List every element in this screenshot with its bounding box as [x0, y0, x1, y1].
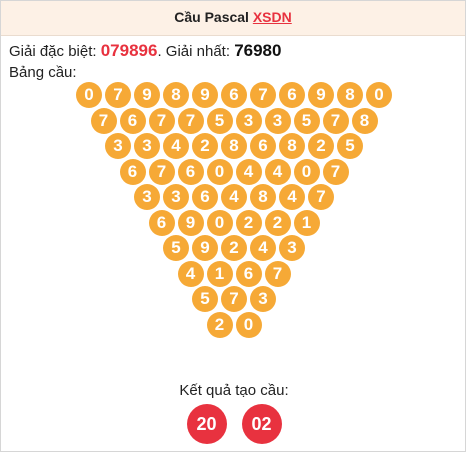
number-ball: 2: [264, 209, 291, 236]
header-title: Cầu Pascal: [174, 9, 249, 25]
number-ball: 7: [177, 107, 204, 134]
number-ball: 4: [250, 235, 276, 261]
number-ball: 4: [221, 184, 247, 210]
number-ball: 7: [322, 158, 349, 185]
table-label: Bảng cầu:: [9, 64, 77, 81]
number-ball: 9: [308, 82, 334, 108]
number-ball: 3: [134, 133, 160, 159]
result-label: Kết quả tạo cầu:: [179, 382, 289, 399]
card-header: Cầu Pascal XSDN: [1, 1, 465, 36]
number-ball: 6: [279, 82, 305, 108]
number-ball: 7: [221, 286, 247, 312]
number-ball: 8: [337, 82, 363, 108]
number-ball: 2: [308, 133, 334, 159]
number-ball: 5: [192, 286, 218, 312]
number-ball: 9: [192, 82, 218, 108]
number-ball: 6: [119, 107, 146, 134]
number-ball: 3: [163, 184, 189, 210]
number-ball: 8: [250, 184, 276, 210]
number-ball: 3: [134, 184, 160, 210]
number-ball: 9: [192, 235, 218, 261]
number-ball: 7: [264, 260, 291, 287]
number-ball: 7: [148, 158, 175, 185]
number-ball: 5: [206, 107, 233, 134]
first-prize-value: 76980: [234, 41, 282, 60]
number-ball: 6: [119, 158, 146, 185]
number-ball: 4: [177, 260, 204, 287]
number-ball: 7: [105, 82, 131, 108]
prize-separator: .: [157, 43, 162, 60]
number-ball: 9: [134, 82, 160, 108]
special-prize-label: Giải đặc biệt:: [9, 43, 97, 60]
number-ball: 2: [235, 209, 262, 236]
number-ball: 7: [148, 107, 175, 134]
number-ball: 5: [337, 133, 363, 159]
number-ball: 2: [192, 133, 218, 159]
number-ball: 0: [206, 158, 233, 185]
number-ball: 0: [366, 82, 392, 108]
number-ball: 6: [250, 133, 276, 159]
number-ball: 0: [206, 209, 233, 236]
number-ball: 3: [105, 133, 131, 159]
special-prize-value: 079896: [100, 41, 158, 60]
first-prize-label: Giải nhất:: [165, 43, 231, 60]
number-ball: 5: [293, 107, 320, 134]
number-ball: 8: [163, 82, 189, 108]
result-ball: 20: [186, 404, 227, 444]
number-ball: 3: [235, 107, 262, 134]
result-balls: 20 02: [1, 404, 466, 444]
number-ball: 6: [148, 209, 175, 236]
number-ball: 7: [322, 107, 349, 134]
number-ball: 0: [235, 311, 262, 338]
number-ball: 4: [279, 184, 305, 210]
number-ball: 5: [163, 235, 189, 261]
number-ball: 9: [177, 209, 204, 236]
number-ball: 4: [163, 133, 189, 159]
number-ball: 4: [235, 158, 262, 185]
number-ball: 0: [293, 158, 320, 185]
number-ball: 8: [221, 133, 247, 159]
number-ball: 7: [90, 107, 117, 134]
number-ball: 1: [293, 209, 320, 236]
number-ball: 2: [206, 311, 233, 338]
prize-info: Giải đặc biệt: 079896. Giải nhất: 76980: [9, 41, 281, 62]
number-ball: 8: [279, 133, 305, 159]
xsdn-link[interactable]: XSDN: [252, 9, 292, 25]
number-ball: 3: [264, 107, 291, 134]
number-ball: 7: [250, 82, 276, 108]
number-ball: 0: [76, 82, 102, 108]
number-ball: 3: [250, 286, 276, 312]
number-ball: 6: [192, 184, 218, 210]
number-ball: 1: [206, 260, 233, 287]
number-ball: 3: [279, 235, 305, 261]
number-ball: 2: [221, 235, 247, 261]
number-ball: 7: [308, 184, 334, 210]
result-ball: 02: [241, 404, 282, 444]
number-ball: 4: [264, 158, 291, 185]
number-ball: 8: [351, 107, 378, 134]
number-ball: 6: [177, 158, 204, 185]
number-ball: 6: [235, 260, 262, 287]
number-ball: 6: [221, 82, 247, 108]
